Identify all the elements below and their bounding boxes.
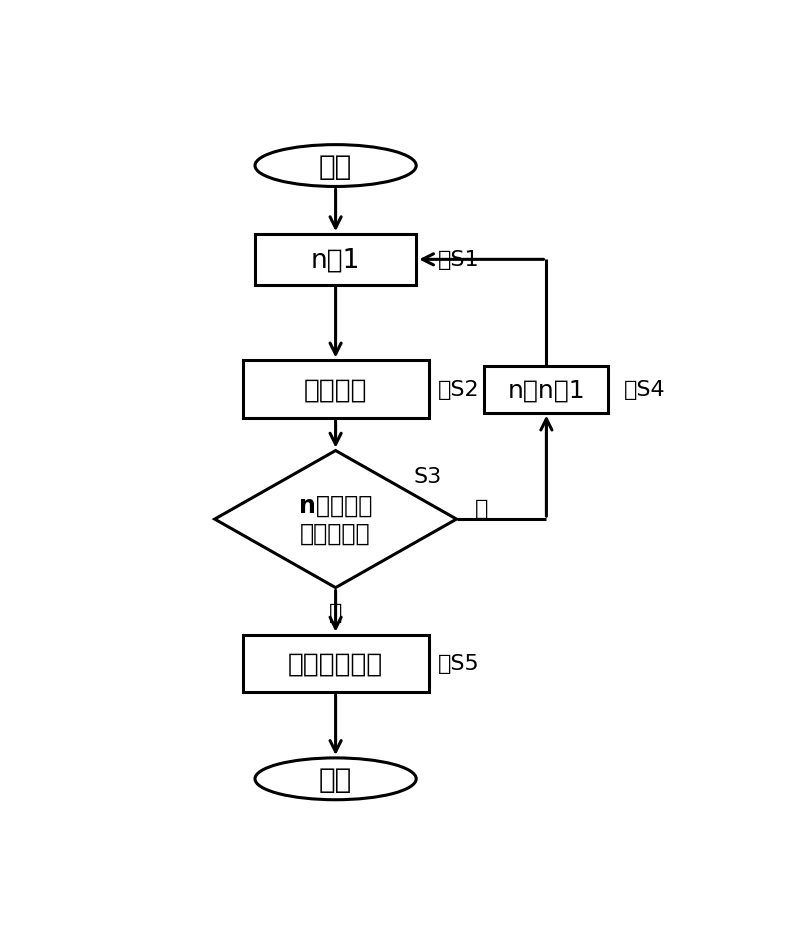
Text: 虔刻工序: 虔刻工序 (304, 377, 367, 402)
FancyBboxPatch shape (242, 361, 429, 418)
Text: 开始: 开始 (319, 153, 352, 181)
Polygon shape (214, 451, 457, 588)
Text: ～S1: ～S1 (438, 250, 479, 271)
Text: 是: 是 (329, 603, 342, 622)
Text: S3: S3 (413, 466, 442, 487)
FancyBboxPatch shape (242, 635, 429, 693)
Text: n＝n＋1: n＝n＋1 (507, 378, 586, 402)
Text: ～S2: ～S2 (438, 380, 479, 400)
Text: 等离子体清洗: 等离子体清洗 (288, 651, 383, 677)
Text: ～S4: ～S4 (624, 380, 666, 400)
FancyBboxPatch shape (485, 366, 609, 413)
Text: 否: 否 (475, 499, 489, 519)
Ellipse shape (255, 145, 416, 187)
Text: 结束: 结束 (319, 765, 352, 793)
Text: n＝1: n＝1 (311, 247, 360, 273)
FancyBboxPatch shape (255, 235, 416, 285)
Ellipse shape (255, 758, 416, 800)
Text: n是否达到
设定片数？: n是否达到 设定片数？ (299, 493, 372, 546)
Text: ～S5: ～S5 (438, 653, 480, 674)
